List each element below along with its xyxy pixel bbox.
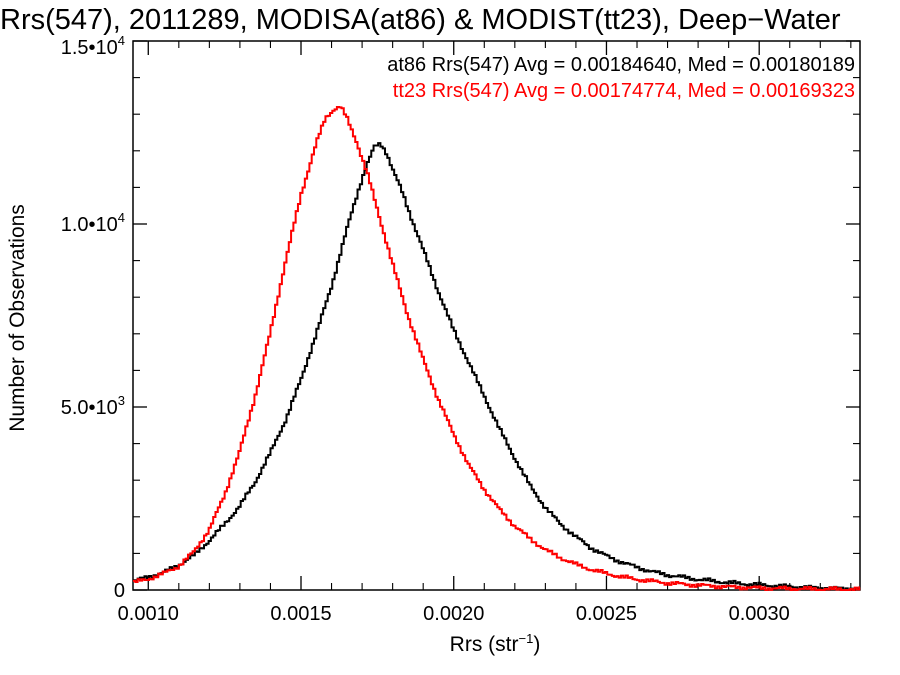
series-line-tt23 bbox=[133, 106, 861, 591]
plot-frame bbox=[132, 40, 861, 591]
plot-border bbox=[132, 40, 861, 591]
y-tick-label: 1.0•104 bbox=[61, 210, 125, 236]
y-tick-label: 5.0•103 bbox=[61, 393, 125, 419]
y-tick-label: 1.5•104 bbox=[61, 33, 125, 59]
x-tick-label: 0.0015 bbox=[270, 603, 331, 625]
series-line-at86 bbox=[133, 142, 861, 591]
y-axis: 0 5.0•103 1.0•104 1.5•104 bbox=[61, 33, 860, 602]
series-layer bbox=[133, 106, 861, 591]
x-axis-label-superscript: −1 bbox=[519, 631, 534, 646]
y-tick-label: 0 bbox=[114, 580, 125, 602]
chart-title: Rrs(547), 2011289, MODISA(at86) & MODIST… bbox=[0, 4, 841, 36]
legend-entry-at86: at86 Rrs(547) Avg = 0.00184640, Med = 0.… bbox=[387, 54, 855, 76]
x-tick-label: 0.0020 bbox=[423, 603, 484, 625]
y-axis-label: Number of Observations bbox=[6, 204, 29, 432]
x-axis-label-end: ) bbox=[533, 633, 540, 656]
legend-entry-tt23: tt23 Rrs(547) Avg = 0.00174774, Med = 0.… bbox=[393, 80, 855, 102]
x-axis: 0.0010 0.0015 0.0020 0.0025 0.0030 bbox=[118, 41, 852, 625]
x-tick-label: 0.0010 bbox=[118, 603, 179, 625]
x-axis-label: Rrs (str−1) bbox=[450, 631, 541, 656]
x-axis-label-main: Rrs (str bbox=[450, 633, 519, 656]
x-tick-label: 0.0030 bbox=[729, 603, 790, 625]
x-tick-label: 0.0025 bbox=[576, 603, 637, 625]
